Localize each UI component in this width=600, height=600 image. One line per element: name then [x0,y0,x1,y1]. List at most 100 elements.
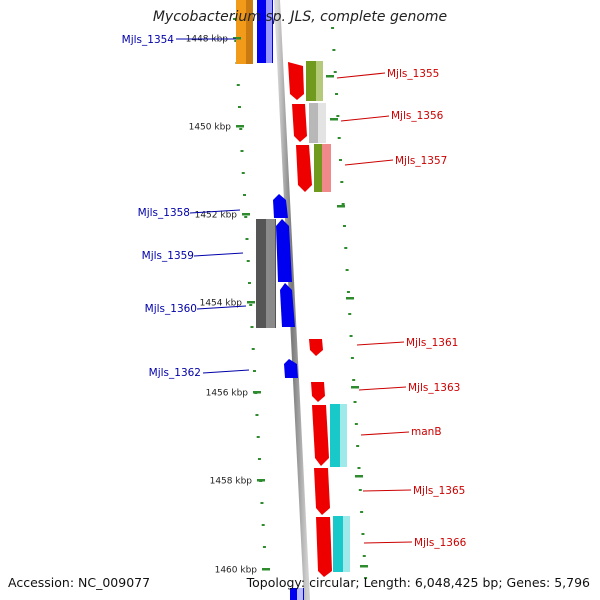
accession-text: Accession: NC_009077 [8,575,151,590]
guide-dot [241,172,245,174]
gene-arrow-mjls-1362[interactable] [284,359,298,378]
guide-dot [356,445,360,447]
scale-tick-label: 1452 kbp [195,211,238,221]
guide-dot [251,348,255,350]
scale-tick [242,213,250,216]
genome-title: Mycobacterium sp. JLS, complete genome [152,9,448,25]
guide-dot [353,401,357,403]
guide-dot [336,115,340,117]
gene-label-leader [196,305,247,310]
gene-arrow-mjls-1361[interactable] [309,339,323,356]
gene-label-mjls-1356[interactable]: Mjls_1356 [391,110,444,122]
gene-label-mjls-1362[interactable]: Mjls_1362 [149,367,201,379]
guide-dot [352,379,356,381]
guide-dot [252,370,256,372]
scale-tick-label: 1454 kbp [200,299,243,309]
gene-label-mjls-1366[interactable]: Mjls_1366 [414,537,467,549]
scale-tick [262,568,270,571]
gene-label-mjls-1360[interactable]: Mjls_1360 [145,303,197,315]
guide-dot [242,194,246,196]
gene-arrow-mjls-1366[interactable] [316,517,332,577]
scale-tick [257,479,265,482]
guide-dot [340,181,344,183]
guide-dot [360,511,364,513]
gene-label-mjls-1359[interactable]: Mjls_1359 [142,250,194,262]
homolog-bar-mjls-1355-shade [316,61,323,101]
guide-dot [250,326,254,328]
guide-dot [244,216,248,218]
guide-dot [354,423,358,425]
homolog-bar-manb-shine [340,404,347,467]
scale-tick-label: 1460 kbp [215,566,258,576]
guide-dot [364,577,368,579]
gene-label-leader [362,489,412,492]
scale-tick [330,118,338,121]
scale-tick-label: 1450 kbp [189,123,232,133]
guide-dot [239,128,243,130]
homolog-bar-mjls-1359-shine [266,219,275,328]
guide-dot [337,137,341,139]
gene-label-leader [360,431,410,436]
gene-label-mjls-1365[interactable]: Mjls_1365 [413,485,465,497]
scale-tick [346,297,354,300]
guide-dot [245,238,249,240]
guide-dot [257,458,261,460]
guide-dot [357,467,361,469]
guide-dot [238,106,242,108]
gene-label-mjls-1363[interactable]: Mjls_1363 [408,382,460,394]
gene-label-leader [202,369,250,374]
gene-label-leader [356,341,405,346]
gene-label-leader [358,386,407,391]
guide-dot [339,159,342,161]
gene-arrow-mjls-1359[interactable] [276,219,292,282]
gene-arrow-mjls-1360[interactable] [280,283,295,327]
guide-dot [260,502,264,504]
guide-dot [362,555,366,557]
homolog-bar-mjls-1356-shade [318,103,326,143]
gene-arrow-mjls-1358[interactable] [273,194,288,218]
guide-dot [333,71,337,73]
guide-dot [350,357,354,359]
gene-label-leader [193,252,244,257]
gene-arrow-mjls-1356[interactable] [292,104,307,142]
guide-dot [345,269,349,271]
gene-label-mjls-1355[interactable]: Mjls_1355 [387,68,439,80]
gene-label-leader [344,159,394,166]
guide-dot [236,84,240,86]
guide-dot [349,335,353,337]
gene-label-mjls-1361[interactable]: Mjls_1361 [406,337,458,349]
gene-arrow-mjls-1363[interactable] [311,382,325,402]
gene-label-mjls-1354[interactable]: Mjls_1354 [122,34,175,46]
gene-arrow-mjls-1365[interactable] [314,468,330,515]
gene-label-mjls-1357[interactable]: Mjls_1357 [395,155,447,167]
guide-dot [331,27,335,29]
gene-arrow-manb[interactable] [312,405,329,466]
scale-tick-label: 1456 kbp [206,389,249,399]
guide-dot [344,247,348,249]
homolog-bar-mjls-1366-shine [343,516,350,572]
guide-dot [358,489,362,491]
scale-tick [247,301,255,304]
guide-dot [255,414,259,416]
scale-tick [355,475,363,478]
gene-label-mjls-1358[interactable]: Mjls_1358 [138,207,190,219]
homolog-bar-mjls-1354-shade [246,0,253,64]
guide-dot [261,524,265,526]
guide-dot [246,260,250,262]
guide-dot [348,313,352,315]
guide-dot [341,203,345,205]
gene-label-manb[interactable]: manB [411,426,442,438]
gene-labels: Mjls_1354 Mjls_1355 Mjls_1356 Mjls_1357 Mjls… [122,34,467,549]
gene-label-leader [363,541,413,544]
guide-dot [346,291,350,293]
scale-tick [233,37,241,40]
gene-arrow-mjls-1355[interactable] [288,62,304,100]
scale-tick-label: 1458 kbp [210,477,253,487]
gene-arrow-mjls-1357[interactable] [296,145,312,192]
guide-dot [240,150,244,152]
scale-tick [337,205,345,208]
gene-label-leader [340,115,390,122]
homolog-bar-mjls-1357-b [322,144,331,192]
